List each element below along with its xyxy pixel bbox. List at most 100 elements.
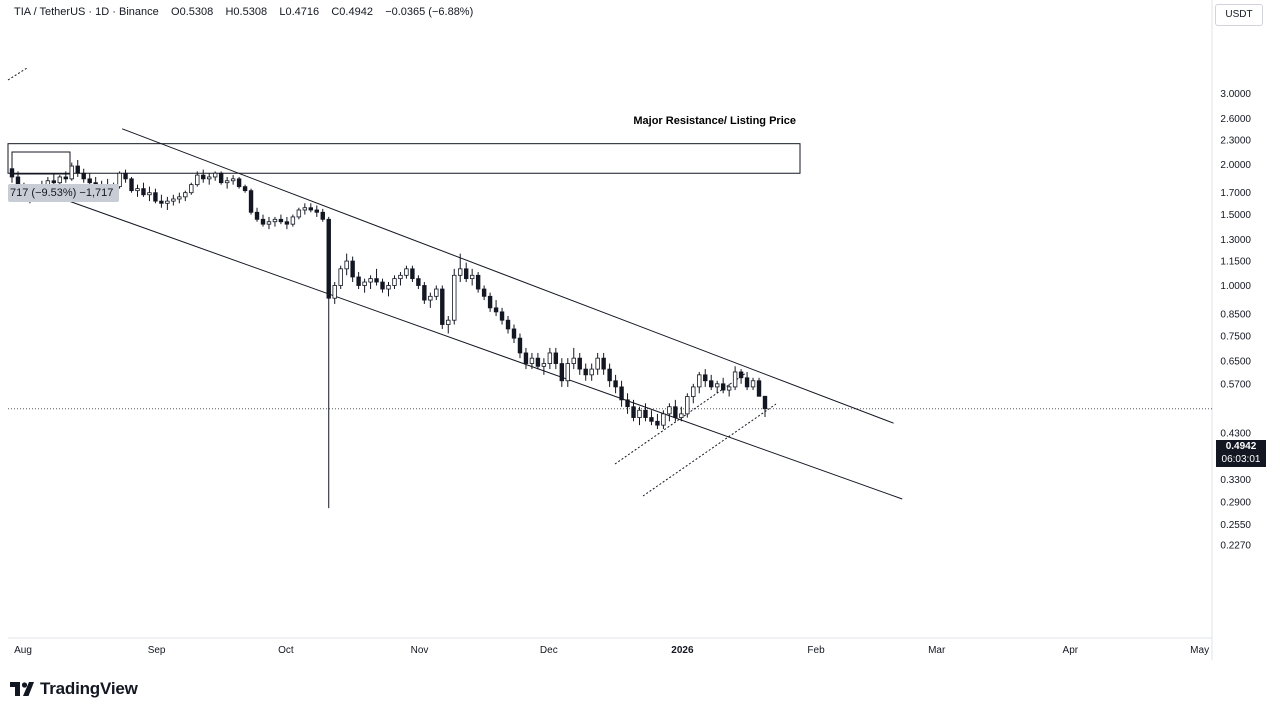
symbol-legend[interactable]: TIA / TetherUS · 1D · Binance O0.5308 H0… <box>14 6 474 18</box>
candle-body <box>314 209 319 213</box>
candle-body <box>284 221 290 225</box>
plot-area[interactable] <box>8 0 1212 638</box>
price-tick-label: 2.6000 <box>1220 114 1251 125</box>
candle <box>207 173 212 185</box>
candle <box>338 265 343 290</box>
candle <box>577 352 582 375</box>
candle <box>559 358 565 387</box>
candle <box>619 380 624 407</box>
candle <box>236 176 242 189</box>
candle <box>565 358 570 387</box>
legend-symbol: TIA <box>14 6 31 18</box>
candle-body <box>517 337 523 354</box>
channel-upper-line <box>121 128 894 424</box>
candle-body <box>51 180 57 184</box>
candle-body <box>613 380 618 388</box>
candle-body <box>147 192 152 196</box>
candle <box>380 278 385 293</box>
price-axis-ticks: 3.0000 2.6000 2.3000 2.0000 1.7000 1.5000 1.30… <box>1220 89 1251 551</box>
candle <box>189 182 194 195</box>
candle <box>177 192 182 204</box>
candle <box>284 216 290 230</box>
measure-label: 717 (−9.53%) −1,717 <box>8 184 120 202</box>
time-tick-label: Dec <box>540 645 558 656</box>
candle-body <box>744 377 750 388</box>
candle-body <box>487 295 493 309</box>
candle <box>469 268 475 286</box>
candle-body <box>428 295 433 301</box>
candle <box>260 214 266 227</box>
candle-body <box>392 278 397 286</box>
candle <box>625 393 630 414</box>
candle <box>756 377 762 397</box>
time-tick-label: Aug <box>14 645 32 656</box>
price-tick-label: 1.5000 <box>1220 210 1251 221</box>
candle-body <box>553 352 559 364</box>
candle-body <box>356 276 361 286</box>
candle <box>475 272 481 293</box>
candle <box>649 410 654 426</box>
candle <box>493 300 499 316</box>
candle <box>416 275 421 290</box>
currency-button[interactable]: USDT <box>1215 4 1263 26</box>
candle <box>667 403 672 422</box>
candle-body <box>117 172 122 188</box>
price-tick-label: 0.7500 <box>1220 331 1251 342</box>
candle <box>153 188 158 204</box>
candle-body <box>260 218 266 225</box>
candle-body <box>446 319 451 325</box>
candle <box>458 253 463 283</box>
candle-body <box>236 178 242 188</box>
candle <box>141 182 146 197</box>
candle-body <box>523 352 529 364</box>
price-tick-label: 1.3000 <box>1220 235 1251 246</box>
candle <box>248 188 254 215</box>
candle <box>709 374 714 391</box>
bar-countdown: 06:03:01 <box>1221 454 1261 465</box>
candle-body <box>434 288 439 297</box>
candle-body <box>153 192 158 202</box>
candle <box>643 403 648 422</box>
candle-body <box>171 198 176 202</box>
candle <box>272 216 278 227</box>
candle-body <box>165 200 170 204</box>
candle <box>392 275 397 290</box>
candle-body <box>266 221 272 225</box>
candle <box>655 413 660 430</box>
candle <box>434 285 439 301</box>
tradingview-logo[interactable]: TradingView <box>10 678 138 700</box>
candle-body <box>673 406 678 418</box>
candle-body <box>338 268 343 286</box>
candle <box>541 358 547 375</box>
price-tick-label: 0.3300 <box>1220 475 1251 486</box>
candle-body <box>709 380 714 388</box>
candle-body <box>463 268 469 280</box>
candle-body <box>404 268 409 276</box>
candle-body <box>643 409 648 418</box>
candle-body <box>649 417 654 422</box>
candle <box>673 399 678 422</box>
candle <box>487 292 493 312</box>
candle-body <box>344 260 349 270</box>
candle <box>607 363 612 387</box>
candle-body <box>69 165 74 180</box>
measure-box <box>11 151 71 175</box>
candle <box>613 374 618 394</box>
last-price: 0.4942 <box>1225 441 1257 452</box>
candle-body <box>697 374 702 388</box>
candle-body <box>440 288 445 325</box>
candle-body <box>141 188 146 196</box>
candle <box>230 175 236 185</box>
candle <box>398 272 403 286</box>
candle <box>254 207 260 222</box>
candle <box>452 268 457 325</box>
candle-body <box>547 352 553 364</box>
candle <box>685 393 690 418</box>
tradingview-wordmark: TradingView <box>40 679 138 698</box>
candle <box>505 315 511 334</box>
price-tick-label: 0.6500 <box>1220 356 1251 367</box>
candle-body <box>691 386 696 397</box>
time-tick-label: Feb <box>807 645 825 656</box>
